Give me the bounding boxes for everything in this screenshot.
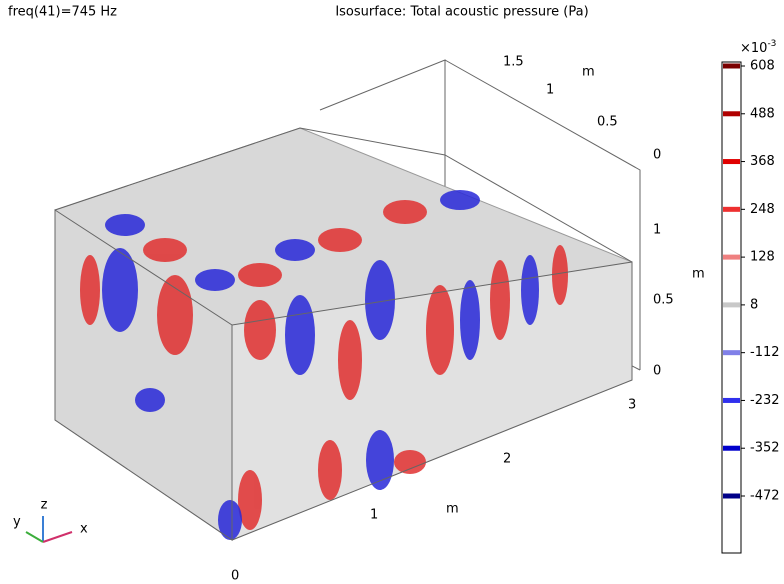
y-tick-label: 1.5 bbox=[503, 55, 524, 70]
y-tick-label: 0.5 bbox=[597, 115, 618, 130]
x-tick-label: 1 bbox=[370, 508, 378, 523]
colorbar-label: -112 bbox=[750, 345, 780, 360]
colorbar-label: 608 bbox=[750, 59, 775, 74]
colorbar-level bbox=[723, 207, 740, 212]
colorbar-level bbox=[723, 302, 740, 307]
isosurface-render bbox=[55, 128, 632, 540]
colorbar-label: -232 bbox=[750, 393, 780, 408]
colorbar-level bbox=[723, 159, 740, 164]
colorbar-label: 488 bbox=[750, 106, 775, 121]
x-axis-unit: m bbox=[446, 502, 459, 517]
colorbar-frame bbox=[722, 62, 741, 553]
plot-title: Isosurface: Total acoustic pressure (Pa) bbox=[335, 5, 588, 20]
z-tick-label: 1 bbox=[653, 223, 661, 238]
z-axis-unit: m bbox=[692, 267, 705, 282]
colorbar-label: -472 bbox=[750, 489, 780, 504]
colorbar-level bbox=[723, 494, 740, 499]
colorbar-level bbox=[723, 64, 740, 69]
colorbar-level bbox=[723, 255, 740, 260]
y-tick-label: 1 bbox=[546, 83, 554, 98]
z-tick-label: 0 bbox=[653, 364, 661, 379]
y-axis-unit: m bbox=[582, 65, 595, 80]
colorbar-level bbox=[723, 398, 740, 403]
triad-label: z bbox=[41, 498, 48, 513]
y-tick-label: 0 bbox=[653, 148, 661, 163]
colorbar-level bbox=[723, 350, 740, 355]
colorbar-label: 8 bbox=[750, 297, 758, 312]
colorbar-level bbox=[723, 111, 740, 116]
colorbar-multiplier: ×10-3 bbox=[740, 39, 776, 56]
x-tick-label: 0 bbox=[231, 569, 239, 584]
triad-label: y bbox=[13, 515, 21, 530]
triad-label: x bbox=[80, 522, 88, 537]
colorbar-label: 368 bbox=[750, 154, 775, 169]
colorbar-label: 128 bbox=[750, 250, 775, 265]
isosurface-plot: freq(41)=745 Hz Isosurface: Total acoust… bbox=[0, 0, 784, 584]
colorbar-level bbox=[723, 446, 740, 451]
colorbar-label: -352 bbox=[750, 441, 780, 456]
x-tick-label: 3 bbox=[628, 398, 636, 413]
x-tick-label: 2 bbox=[503, 452, 511, 467]
triad bbox=[26, 516, 72, 542]
colorbar-label: 248 bbox=[750, 202, 775, 217]
z-tick-label: 0.5 bbox=[653, 293, 674, 308]
frequency-label: freq(41)=745 Hz bbox=[8, 5, 117, 20]
